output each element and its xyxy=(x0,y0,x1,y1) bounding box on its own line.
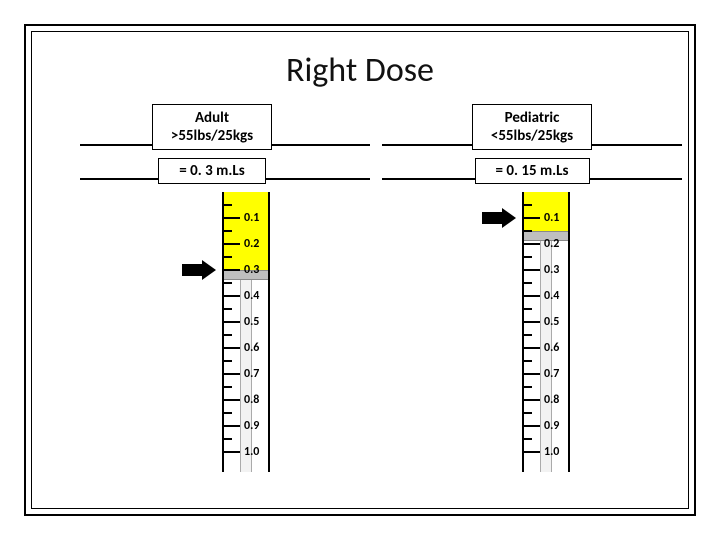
adult-header-line2: >55lbs/25kgs xyxy=(171,127,253,145)
adult-header-box: Adult >55lbs/25kgs xyxy=(152,104,272,150)
pediatric-dose-label: = 0. 15 m.Ls xyxy=(496,162,569,180)
tick-major xyxy=(224,451,240,453)
tick-label: 0.9 xyxy=(544,419,559,433)
tick-label: 0.6 xyxy=(244,341,259,355)
tick-minor xyxy=(224,308,232,310)
tick-minor xyxy=(224,282,232,284)
barrel-left xyxy=(222,192,224,472)
tick-label: 0.6 xyxy=(544,341,559,355)
tick-minor xyxy=(224,204,232,206)
tick-label: 0.5 xyxy=(244,315,259,329)
tick-label: 0.8 xyxy=(544,393,559,407)
dose-arrow-icon xyxy=(182,260,216,280)
tick-minor xyxy=(524,386,532,388)
tick-label: 1.0 xyxy=(244,445,259,459)
tick-minor xyxy=(224,412,232,414)
tick-major xyxy=(524,451,540,453)
adult-column: Adult >55lbs/25kgs = 0. 3 m.Ls xyxy=(102,104,322,184)
adult-header-line1: Adult xyxy=(171,109,253,127)
tick-label: 0.3 xyxy=(244,263,259,277)
tick-major xyxy=(224,399,240,401)
tick-label: 0.3 xyxy=(544,263,559,277)
tick-minor xyxy=(224,334,232,336)
tick-label: 0.7 xyxy=(244,367,259,381)
pediatric-header-line1: Pediatric xyxy=(491,109,573,127)
tick-minor xyxy=(524,256,532,258)
tick-minor xyxy=(524,412,532,414)
tick-minor xyxy=(224,360,232,362)
tick-label: 0.4 xyxy=(544,289,559,303)
tick-minor xyxy=(524,282,532,284)
pediatric-syringe: 0.1 0.2 0.3 0.4 0.5 0.6 0.7 0.8 0.9 1.0 xyxy=(482,192,622,492)
pediatric-header-line2: <55lbs/25kgs xyxy=(491,127,573,145)
tick-label: 0.4 xyxy=(244,289,259,303)
page-title: Right Dose xyxy=(32,50,688,91)
barrel-left xyxy=(522,192,524,472)
tick-minor xyxy=(524,360,532,362)
adult-dose-label: = 0. 3 m.Ls xyxy=(179,162,244,180)
tick-major xyxy=(224,295,240,297)
tick-minor xyxy=(524,230,532,232)
tick-major xyxy=(224,321,240,323)
adult-dose-box: = 0. 3 m.Ls xyxy=(158,158,265,184)
tick-minor xyxy=(224,230,232,232)
tick-minor xyxy=(524,204,532,206)
tick-major xyxy=(224,347,240,349)
tick-major xyxy=(224,269,240,271)
tick-major xyxy=(524,295,540,297)
tick-major xyxy=(224,217,240,219)
slide-outer-frame: Right Dose Adult >55lbs/25kgs = 0. 3 m.L… xyxy=(24,24,696,516)
tick-label: 0.7 xyxy=(544,367,559,381)
adult-syringe: 0.1 0.2 0.3 0.4 0.5 0.6 0.7 0.8 0.9 1.0 xyxy=(182,192,322,492)
pediatric-header-box: Pediatric <55lbs/25kgs xyxy=(472,104,592,150)
tick-label: 0.2 xyxy=(544,237,559,251)
tick-label: 0.1 xyxy=(244,211,259,225)
tick-minor xyxy=(224,256,232,258)
tick-label: 1.0 xyxy=(544,445,559,459)
tick-major xyxy=(524,425,540,427)
barrel-right xyxy=(568,192,570,472)
tick-major xyxy=(524,373,540,375)
pediatric-column: Pediatric <55lbs/25kgs = 0. 15 m.Ls xyxy=(422,104,642,184)
dose-arrow-icon xyxy=(482,208,516,228)
tick-major xyxy=(524,217,540,219)
tick-major xyxy=(224,243,240,245)
tick-minor xyxy=(524,308,532,310)
tick-major xyxy=(524,399,540,401)
tick-minor xyxy=(224,386,232,388)
tick-label: 0.8 xyxy=(244,393,259,407)
tick-major xyxy=(224,373,240,375)
tick-label: 0.1 xyxy=(544,211,559,225)
tick-major xyxy=(224,425,240,427)
tick-minor xyxy=(524,334,532,336)
slide-inner-frame: Right Dose Adult >55lbs/25kgs = 0. 3 m.L… xyxy=(31,31,689,509)
tick-label: 0.2 xyxy=(244,237,259,251)
barrel-right xyxy=(268,192,270,472)
tick-label: 0.9 xyxy=(244,419,259,433)
tick-minor xyxy=(524,438,532,440)
tick-major xyxy=(524,321,540,323)
tick-major xyxy=(524,269,540,271)
tick-minor xyxy=(224,438,232,440)
tick-major xyxy=(524,347,540,349)
pediatric-dose-box: = 0. 15 m.Ls xyxy=(475,158,590,184)
tick-label: 0.5 xyxy=(544,315,559,329)
tick-major xyxy=(524,243,540,245)
